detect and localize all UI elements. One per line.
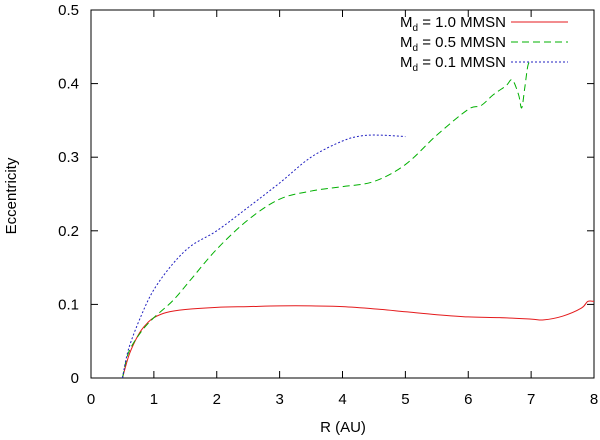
series-line-3 [121, 134, 406, 379]
y-tick-label: 0 [71, 370, 79, 387]
x-tick-label: 6 [464, 391, 472, 408]
x-tick-label: 0 [87, 391, 95, 408]
x-tick-label: 1 [150, 391, 158, 408]
y-tick-label: 0.4 [58, 76, 79, 93]
y-axis-ticks: 0 0.1 0.2 0.3 0.4 0.5 [58, 2, 594, 387]
series-line-1 [121, 300, 595, 379]
series-layer [121, 61, 595, 379]
x-axis-ticks: 0 1 2 3 4 5 6 7 8 [87, 10, 598, 408]
x-tick-label: 7 [527, 391, 535, 408]
plot-area [90, 9, 595, 379]
legend-label-3: Md = 0.1 MMSN [400, 54, 506, 74]
x-tick-label: 8 [590, 391, 598, 408]
y-tick-label: 0.5 [58, 2, 79, 19]
x-tick-label: 3 [275, 391, 283, 408]
x-axis-label: R (AU) [320, 419, 366, 436]
y-tick-label: 0.1 [58, 296, 79, 313]
y-tick-label: 0.2 [58, 223, 79, 240]
x-tick-label: 5 [401, 391, 409, 408]
legend-label-2: Md = 0.5 MMSN [400, 34, 506, 54]
y-axis-label: Eccentricity [3, 157, 20, 234]
x-tick-label: 4 [338, 391, 346, 408]
y-tick-label: 0.3 [58, 149, 79, 166]
series-line-2 [121, 61, 532, 379]
plot-frame [90, 9, 595, 379]
legend-label-1: Md = 1.0 MMSN [400, 14, 506, 34]
x-tick-label: 2 [213, 391, 221, 408]
